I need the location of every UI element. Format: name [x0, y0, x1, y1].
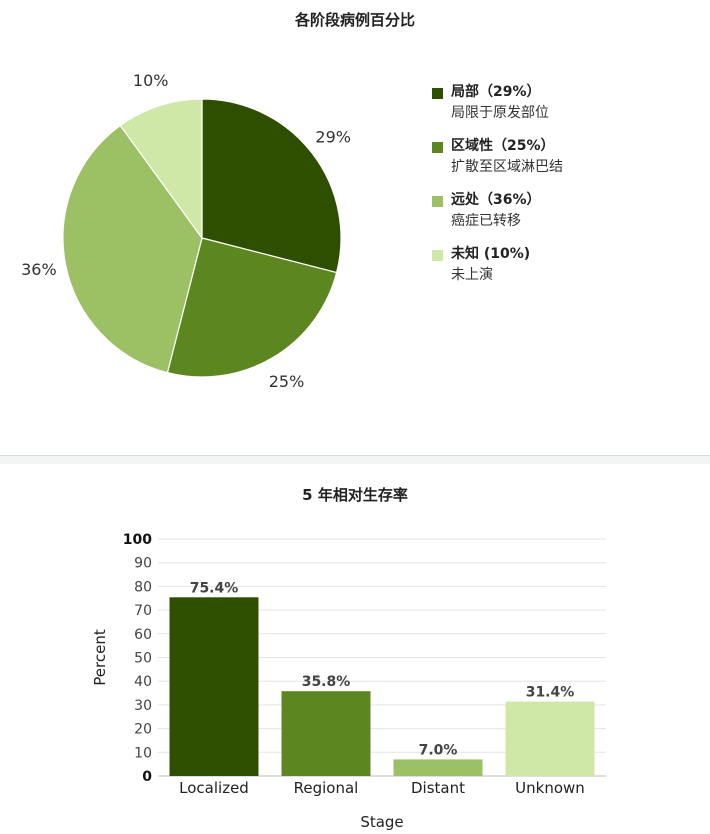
- y-tick-label: 40: [134, 674, 152, 690]
- pie-slice-label: 29%: [315, 127, 351, 146]
- pie-slice[interactable]: [119, 98, 203, 240]
- pie-chart-panel: 各阶段病例百分比 29% 25% 36% 10% 局部（29%） 局限于原发部位 区域…: [21, 11, 702, 391]
- legend-item-regional[interactable]: 区域性（25%） 扩散至区域淋巴结: [432, 138, 702, 192]
- legend-item-distant[interactable]: 远处（36%） 癌症已转移: [432, 192, 702, 246]
- bar-chart-title: 5 年相对生存率: [302, 486, 408, 504]
- y-tick-label: 90: [134, 556, 152, 572]
- pie-legend: 局部（29%） 局限于原发部位 区域性（25%） 扩散至区域淋巴结 远处（36%…: [432, 84, 702, 300]
- y-tick-label: 50: [134, 651, 152, 667]
- bar-chart-panel: 5 年相对生存率 0 10 20 30 40 50 60 70 80 90 100 75.4% Loca…: [0, 463, 710, 834]
- legend-description: 局限于原发部位: [451, 105, 549, 121]
- pie-slice[interactable]: [166, 237, 338, 378]
- pie-slice[interactable]: [201, 98, 342, 274]
- bar[interactable]: [505, 701, 595, 776]
- bar-value-label: 75.4%: [190, 580, 239, 596]
- legend-label: 远处（36%）: [451, 192, 541, 208]
- legend-swatch: [432, 88, 443, 99]
- pie-chart: 29% 25% 36% 10%: [21, 71, 351, 391]
- y-tick-label: 70: [134, 603, 152, 619]
- pie-slice-label: 36%: [21, 260, 57, 279]
- x-tick-label: Distant: [411, 779, 465, 797]
- section-divider: [0, 455, 710, 464]
- y-tick-label: 80: [134, 579, 152, 595]
- x-axis-label: Stage: [360, 813, 403, 831]
- pie-chart-title: 各阶段病例百分比: [294, 11, 415, 29]
- legend-swatch: [432, 142, 443, 153]
- x-tick-label: Regional: [294, 779, 359, 797]
- legend-label: 未知 (10%): [451, 246, 531, 262]
- legend-label: 区域性（25%）: [451, 138, 555, 154]
- bar[interactable]: [393, 759, 483, 776]
- bar-chart: 0 10 20 30 40 50 60 70 80 90 100 75.4% Localized 35.8…: [91, 532, 606, 831]
- pie-slice-label: 25%: [269, 372, 305, 391]
- y-axis-label: Percent: [91, 629, 109, 686]
- bar[interactable]: [281, 691, 371, 776]
- y-tick-label: 0: [142, 769, 152, 785]
- pie-slice[interactable]: [62, 124, 203, 374]
- y-tick-label: 20: [134, 722, 152, 738]
- y-tick-label: 10: [134, 745, 152, 761]
- bar-value-label: 7.0%: [419, 742, 458, 758]
- legend-description: 未上演: [451, 267, 493, 283]
- y-tick-label: 30: [134, 698, 152, 714]
- legend-swatch: [432, 250, 443, 261]
- legend-description: 癌症已转移: [451, 213, 521, 229]
- legend-item-unknown[interactable]: 未知 (10%) 未上演: [432, 246, 702, 300]
- legend-description: 扩散至区域淋巴结: [451, 159, 563, 175]
- x-tick-label: Unknown: [515, 779, 585, 797]
- y-tick-label: 100: [123, 532, 152, 548]
- legend-label: 局部（29%）: [451, 84, 541, 100]
- bar-value-label: 35.8%: [302, 674, 351, 690]
- x-tick-label: Localized: [179, 779, 249, 797]
- pie-slice-label: 10%: [133, 71, 169, 90]
- bar-value-label: 31.4%: [526, 685, 575, 701]
- y-tick-label: 60: [134, 627, 152, 643]
- bar[interactable]: [169, 597, 259, 776]
- legend-swatch: [432, 196, 443, 207]
- legend-item-localized[interactable]: 局部（29%） 局限于原发部位: [432, 84, 702, 138]
